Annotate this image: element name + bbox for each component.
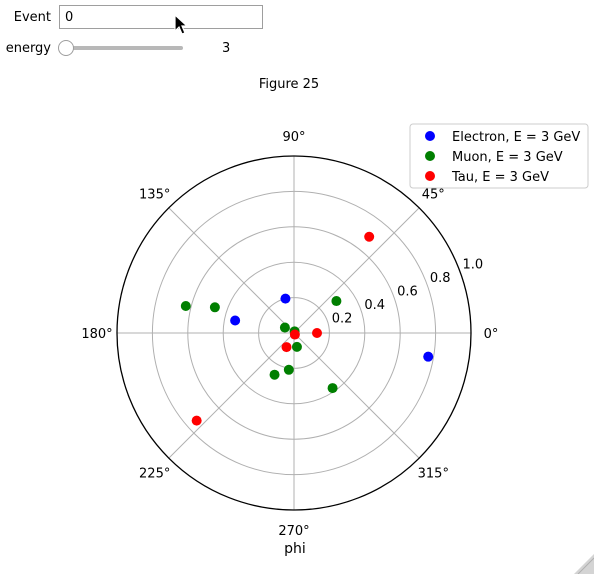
- data-point: [291, 341, 302, 352]
- x-axis-label: phi: [284, 541, 306, 557]
- polar-grid: [116, 155, 472, 511]
- theta-grid-line: [293, 207, 420, 334]
- legend-box: [409, 123, 589, 189]
- r-grid-circle: [151, 190, 437, 476]
- polar-frame: [116, 155, 472, 511]
- theta-tick-label: 0°: [484, 327, 499, 342]
- data-point: [269, 369, 280, 380]
- energy-value: 3: [222, 41, 231, 56]
- data-point: [279, 322, 290, 333]
- legend-marker: [425, 131, 435, 141]
- event-input[interactable]: [59, 5, 263, 29]
- data-point: [281, 342, 292, 353]
- data-point: [327, 383, 338, 394]
- legend-marker: [425, 151, 435, 161]
- theta-tick-label: 135°: [139, 188, 170, 203]
- data-point: [364, 231, 375, 242]
- legend-entry: Tau, E = 3 GeV: [451, 170, 549, 185]
- data-point: [283, 364, 294, 375]
- legend: Electron, E = 3 GeV Muon, E = 3 GeV Tau, E…: [409, 123, 589, 189]
- data-point: [423, 351, 434, 362]
- theta-tick-label: 90°: [282, 130, 305, 145]
- event-label: Event: [13, 9, 51, 25]
- r-tick-label: 0.2: [332, 311, 353, 326]
- theta-grid-line: [293, 332, 420, 459]
- data-point: [289, 329, 300, 340]
- data-point: [331, 296, 342, 307]
- legend-entry: Muon, E = 3 GeV: [452, 150, 563, 165]
- r-tick-label: 1.0: [463, 257, 484, 272]
- theta-tick-label: 180°: [81, 327, 112, 342]
- data-point: [209, 302, 220, 313]
- figure-title: Figure 25: [259, 77, 319, 92]
- r-tick-label: 0.6: [397, 284, 418, 299]
- data-point: [180, 301, 191, 312]
- radial-tick-labels: 0.2 0.4 0.6 0.8 1.0: [332, 257, 484, 326]
- theta-grid-line: [168, 332, 295, 459]
- r-tick-label: 0.4: [364, 298, 385, 313]
- theta-tick-label: 225°: [139, 466, 170, 481]
- theta-tick-label: 45°: [422, 188, 445, 203]
- energy-slider[interactable]: [58, 36, 183, 60]
- event-row: Event: [0, 4, 263, 30]
- r-grid-circle: [258, 297, 330, 369]
- mouse-pointer-icon: [174, 14, 189, 35]
- resize-handle-icon[interactable]: [574, 554, 594, 574]
- theta-tick-label: 315°: [418, 466, 449, 481]
- angular-tick-labels: 0° 45° 90° 135° 180° 225° 270° 315°: [81, 130, 498, 539]
- data-point: [230, 315, 241, 326]
- r-grid-circle: [222, 261, 366, 405]
- r-grid-circle: [187, 226, 401, 440]
- energy-row: energy: [0, 36, 183, 60]
- energy-label: energy: [5, 40, 51, 56]
- data-point: [312, 328, 323, 338]
- legend-marker: [425, 171, 435, 181]
- energy-slider-track[interactable]: [59, 46, 183, 50]
- data-point: [191, 415, 202, 426]
- r-tick-label: 0.8: [430, 271, 451, 286]
- data-point: [280, 293, 291, 304]
- theta-grid-line: [168, 207, 295, 334]
- theta-tick-label: 270°: [278, 524, 309, 539]
- legend-entry: Electron, E = 3 GeV: [452, 130, 580, 145]
- data-points: [180, 231, 434, 426]
- energy-slider-handle[interactable]: [58, 40, 74, 56]
